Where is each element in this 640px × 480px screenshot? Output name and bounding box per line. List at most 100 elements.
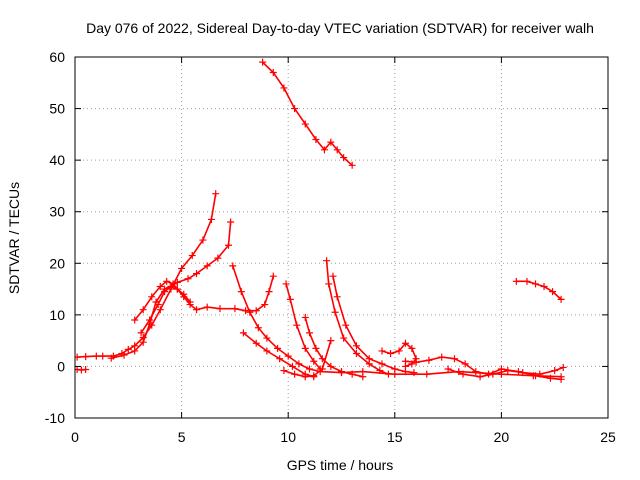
data-point [124, 345, 132, 353]
data-point [146, 316, 154, 324]
axes [74, 56, 609, 419]
data-point [252, 339, 260, 347]
y-tick-label: 0 [57, 358, 65, 374]
data-point [408, 344, 416, 352]
series-line [232, 265, 562, 378]
data-point [352, 350, 360, 358]
y-tick-label: 10 [49, 307, 65, 323]
data-point [519, 369, 527, 377]
data-point [327, 362, 335, 370]
data-point [288, 362, 296, 370]
data-point [120, 351, 128, 359]
data-point [359, 373, 367, 381]
data-point [163, 277, 171, 285]
data-point [301, 120, 309, 128]
series-line [140, 285, 191, 334]
data-point [225, 241, 233, 249]
data-point [376, 367, 384, 375]
data-point [139, 306, 147, 314]
data-point [301, 373, 309, 381]
y-tick-label: 40 [49, 152, 65, 168]
data-point [265, 288, 273, 296]
series-track-j [301, 313, 367, 381]
data-point [459, 370, 467, 378]
data-point [214, 254, 222, 262]
data-point [401, 339, 409, 347]
data-point [323, 257, 331, 265]
data-point [263, 334, 271, 342]
data-point [412, 358, 420, 366]
data-point [384, 370, 392, 378]
data-point [269, 272, 277, 280]
y-tick-label: 30 [49, 204, 65, 220]
data-point [425, 356, 433, 364]
data-point [284, 352, 292, 360]
data-point [295, 360, 303, 368]
data-point [318, 365, 326, 373]
data-point [532, 280, 540, 288]
data-point [203, 262, 211, 270]
data-series [75, 58, 567, 383]
data-point [161, 288, 169, 296]
data-point [75, 353, 81, 361]
data-point [148, 293, 156, 301]
data-point [352, 342, 360, 350]
data-point [340, 154, 348, 162]
x-axis-title: GPS time / hours [287, 457, 394, 473]
data-point [154, 301, 162, 309]
data-point [438, 353, 446, 361]
data-point [325, 280, 333, 288]
data-point [546, 374, 554, 382]
data-point [156, 306, 164, 314]
data-point [276, 355, 284, 363]
data-point [231, 305, 239, 313]
x-tick-label: 0 [71, 429, 79, 445]
x-tick-label: 5 [178, 429, 186, 445]
tick-labels: 0 5 10 15 20 25 -10 0 10 20 30 40 50 60 [45, 49, 616, 445]
data-point [306, 329, 314, 337]
data-point [348, 370, 356, 378]
data-point [450, 355, 458, 363]
data-point [82, 353, 90, 361]
series-line [242, 332, 315, 378]
grid-lines [75, 57, 608, 418]
series-track-g [239, 329, 318, 381]
data-point [203, 303, 211, 311]
data-point [280, 367, 288, 375]
x-tick-label: 15 [387, 429, 403, 445]
data-point [423, 370, 431, 378]
y-axis-title: SDTVAR / TECUs [6, 182, 22, 294]
data-point [378, 347, 386, 355]
data-point [327, 337, 335, 345]
data-point [274, 344, 282, 352]
data-point [476, 373, 484, 381]
series-track-f [229, 262, 565, 381]
data-point [193, 270, 201, 278]
data-point [387, 350, 395, 358]
chart-title: Day 076 of 2022, Sidereal Day-to-day VTE… [86, 20, 594, 36]
data-point [540, 282, 548, 290]
data-point [193, 306, 201, 314]
data-point [131, 347, 139, 355]
data-point [263, 347, 271, 355]
data-point [333, 146, 341, 154]
data-point [239, 329, 247, 337]
series-track-i [282, 280, 324, 373]
data-point [444, 365, 452, 373]
data-point [310, 357, 318, 365]
data-point [259, 58, 267, 66]
series-line [381, 342, 417, 368]
data-point [489, 370, 497, 378]
data-point [207, 215, 215, 223]
data-point [327, 138, 335, 146]
data-point [137, 329, 145, 337]
data-point [92, 352, 100, 360]
data-point [282, 280, 290, 288]
data-point [559, 363, 567, 371]
data-point [254, 324, 262, 332]
data-point [401, 357, 409, 365]
data-point [523, 277, 531, 285]
series-track-k [323, 257, 392, 378]
series-track-e [137, 282, 194, 337]
data-point [186, 298, 194, 306]
